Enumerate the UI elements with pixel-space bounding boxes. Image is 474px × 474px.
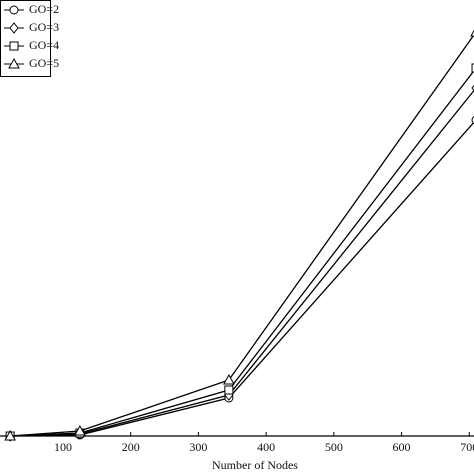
data-point [74,424,86,436]
legend-label: GO=2 [29,2,59,16]
data-point [223,373,235,385]
legend-marker [9,22,19,34]
x-tick-label: 600 [393,440,411,454]
legend-label: GO=5 [29,56,59,70]
x-tick-label: 100 [54,440,72,454]
series-line [10,33,474,437]
series-line [10,121,474,437]
legend-label: GO=3 [29,20,59,34]
data-point [471,63,474,73]
x-tick-label: 300 [189,440,207,454]
legend-marker [9,5,19,15]
legend-label: GO=4 [29,38,59,52]
data-point [224,385,234,395]
x-tick-label: 200 [122,440,140,454]
legend-marker [9,41,19,51]
x-axis-label: Number of Nodes [212,458,298,472]
legend-marker [8,57,20,69]
series-line [10,69,474,437]
x-tick-label: 500 [325,440,343,454]
x-tick-label: 700 [460,440,474,454]
data-point [4,429,17,441]
x-tick-label: 400 [257,440,275,454]
